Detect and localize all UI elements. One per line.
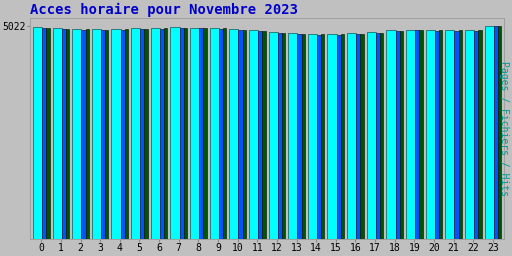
Bar [435,31,439,239]
Bar [360,34,364,239]
Bar [415,30,419,239]
Bar [380,33,383,239]
Bar [425,30,435,239]
Bar [203,28,207,239]
Bar [484,26,494,239]
Bar [445,30,455,239]
Bar [288,33,297,239]
Bar [223,28,226,239]
Bar [86,29,89,239]
Bar [105,30,109,239]
Bar [125,29,128,239]
Bar [42,28,46,239]
Bar [474,31,478,239]
Bar [164,28,167,239]
Bar [209,28,219,239]
Bar [347,33,356,239]
Bar [190,28,199,239]
Bar [302,34,305,239]
Bar [199,28,203,239]
Bar [101,30,105,239]
Bar [160,28,164,239]
Bar [180,28,184,239]
Bar [297,34,302,239]
Y-axis label: Pages / Fichiers / Hits: Pages / Fichiers / Hits [499,61,509,196]
Bar [170,27,180,239]
Bar [439,30,442,239]
Bar [376,33,380,239]
Bar [131,28,140,239]
Bar [239,30,243,239]
Bar [92,29,101,239]
Bar [46,28,50,239]
Text: Acces horaire pour Novembre 2023: Acces horaire pour Novembre 2023 [30,3,298,17]
Bar [455,31,459,239]
Bar [387,30,396,239]
Bar [53,28,62,239]
Bar [400,31,403,239]
Bar [219,29,223,239]
Bar [328,34,336,239]
Bar [406,30,415,239]
Bar [121,30,125,239]
Bar [144,29,148,239]
Bar [396,31,400,239]
Bar [459,30,462,239]
Bar [321,34,325,239]
Bar [478,30,482,239]
Bar [308,34,317,239]
Bar [66,29,69,239]
Bar [140,29,144,239]
Bar [278,33,282,239]
Bar [282,33,285,239]
Bar [341,35,344,239]
Bar [151,28,160,239]
Bar [494,26,498,239]
Bar [62,29,66,239]
Bar [258,31,262,239]
Bar [243,30,246,239]
Bar [249,30,258,239]
Bar [367,32,376,239]
Bar [268,32,278,239]
Bar [336,35,341,239]
Bar [262,31,266,239]
Bar [33,27,42,239]
Bar [112,29,121,239]
Bar [317,35,321,239]
Bar [419,30,423,239]
Bar [229,29,239,239]
Bar [356,34,360,239]
Bar [184,28,187,239]
Bar [81,30,86,239]
Bar [72,29,81,239]
Bar [498,26,501,239]
Bar [465,30,474,239]
